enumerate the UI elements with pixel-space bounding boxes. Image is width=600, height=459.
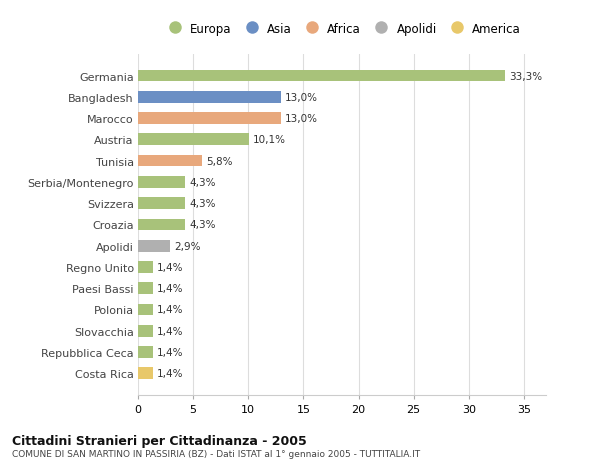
Bar — [138, 368, 154, 379]
Text: 13,0%: 13,0% — [285, 93, 318, 102]
Text: 33,3%: 33,3% — [509, 71, 542, 81]
Text: 4,3%: 4,3% — [189, 178, 216, 187]
Text: 13,0%: 13,0% — [285, 114, 318, 124]
Bar — [138, 71, 505, 82]
Text: 1,4%: 1,4% — [157, 284, 184, 294]
Text: COMUNE DI SAN MARTINO IN PASSIRIA (BZ) - Dati ISTAT al 1° gennaio 2005 - TUTTITA: COMUNE DI SAN MARTINO IN PASSIRIA (BZ) -… — [12, 449, 420, 458]
Bar — [138, 325, 154, 337]
Legend: Europa, Asia, Africa, Apolidi, America: Europa, Asia, Africa, Apolidi, America — [161, 20, 523, 38]
Text: 1,4%: 1,4% — [157, 347, 184, 357]
Bar — [138, 177, 185, 188]
Bar — [138, 219, 185, 231]
Text: 10,1%: 10,1% — [253, 135, 286, 145]
Text: Cittadini Stranieri per Cittadinanza - 2005: Cittadini Stranieri per Cittadinanza - 2… — [12, 434, 307, 447]
Bar — [138, 262, 154, 273]
Bar — [138, 241, 170, 252]
Text: 1,4%: 1,4% — [157, 305, 184, 315]
Bar — [138, 347, 154, 358]
Bar — [138, 156, 202, 167]
Bar — [138, 113, 281, 125]
Bar — [138, 134, 250, 146]
Text: 4,3%: 4,3% — [189, 199, 216, 209]
Text: 5,8%: 5,8% — [206, 156, 232, 166]
Text: 1,4%: 1,4% — [157, 369, 184, 379]
Bar — [138, 92, 281, 103]
Text: 4,3%: 4,3% — [189, 220, 216, 230]
Text: 1,4%: 1,4% — [157, 263, 184, 272]
Bar — [138, 304, 154, 316]
Text: 2,9%: 2,9% — [174, 241, 200, 251]
Bar — [138, 198, 185, 209]
Bar — [138, 283, 154, 294]
Text: 1,4%: 1,4% — [157, 326, 184, 336]
